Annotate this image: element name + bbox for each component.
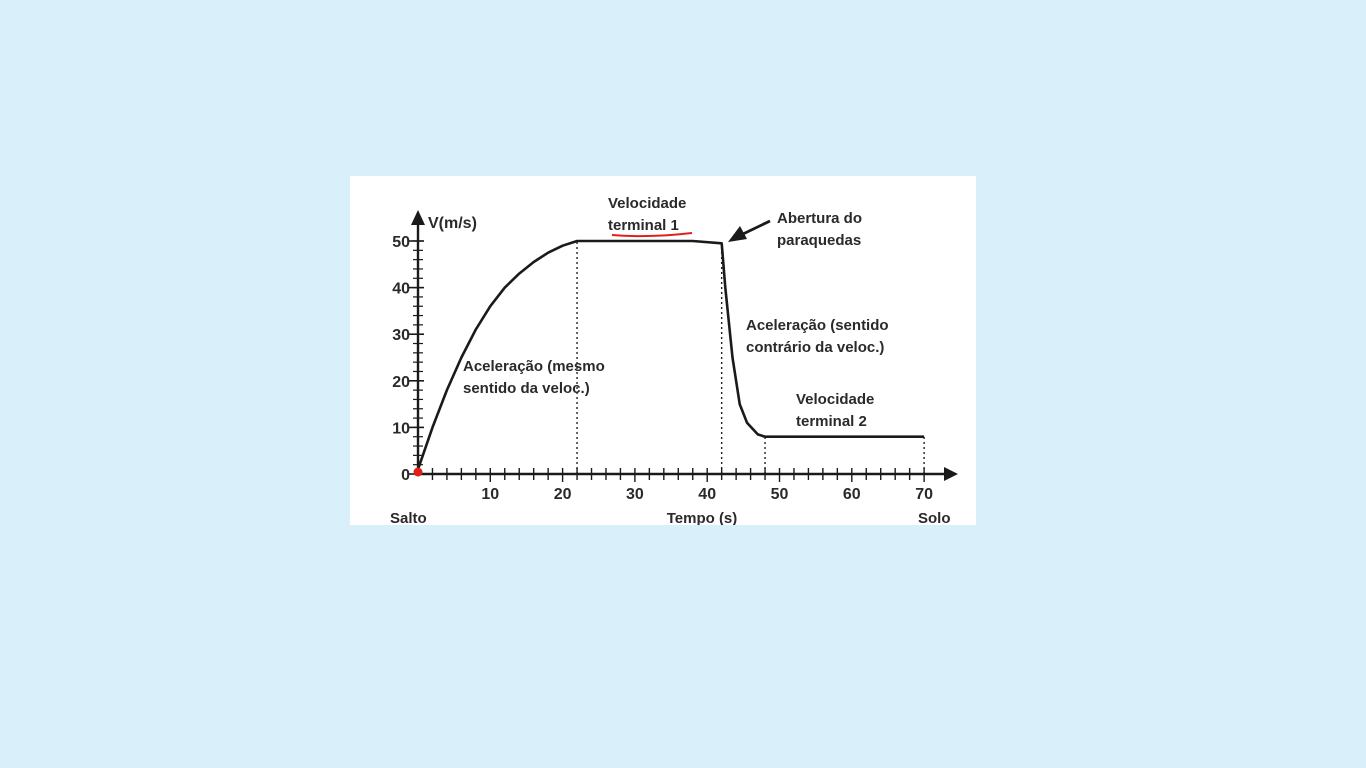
velocity-curve bbox=[416, 239, 925, 470]
x-start-label: Salto bbox=[390, 510, 427, 525]
x-axis-label: Tempo (s) bbox=[667, 510, 738, 525]
axes: V(m/s) Tempo (s) Salto Solo bbox=[390, 210, 958, 525]
ticks: 10 20 30 40 50 60 70 0 10 20 30 40 50 bbox=[392, 234, 933, 503]
x-tick-label-10: 10 bbox=[481, 486, 499, 503]
annotation-terminal-2-line-1: Velocidade bbox=[796, 391, 874, 408]
start-marker bbox=[413, 467, 423, 477]
annotation-acceleration-1-line-1: Aceleração (mesmo bbox=[463, 358, 605, 375]
y-tick-label-50: 50 bbox=[392, 234, 410, 251]
annotations: Velocidade terminal 1 Abertura do paraqueda… bbox=[463, 195, 889, 430]
velocity-time-chart: V(m/s) Tempo (s) Salto Solo 10 20 30 40 50 60 70 0… bbox=[390, 195, 958, 525]
annotation-terminal-1-line-1: Velocidade bbox=[608, 195, 686, 212]
x-tick-label-30: 30 bbox=[626, 486, 644, 503]
annotation-parachute-opening-line-1: Abertura do bbox=[777, 210, 862, 227]
annotation-parachute-opening-line-2: paraquedas bbox=[777, 232, 861, 249]
y-tick-label-20: 20 bbox=[392, 374, 410, 391]
x-end-label: Solo bbox=[918, 510, 951, 525]
y-tick-label-30: 30 bbox=[392, 327, 410, 344]
x-axis-arrow bbox=[944, 467, 958, 481]
annotation-terminal-2-line-2: terminal 2 bbox=[796, 413, 867, 430]
annotation-arrow-shaft bbox=[742, 219, 771, 236]
chart-figure: V(m/s) Tempo (s) Salto Solo 10 20 30 40 50 60 70 0… bbox=[350, 176, 976, 525]
velocity-curve-group bbox=[413, 239, 925, 477]
x-tick-label-60: 60 bbox=[843, 486, 861, 503]
annotation-arrow-head bbox=[728, 226, 747, 242]
reference-lines bbox=[576, 241, 925, 474]
y-tick-label-40: 40 bbox=[392, 281, 410, 298]
x-tick-label-50: 50 bbox=[771, 486, 789, 503]
y-axis-label: V(m/s) bbox=[428, 215, 477, 232]
annotation-acceleration-1-line-2: sentido da veloc.) bbox=[463, 380, 590, 397]
annotation-acceleration-2-line-2: contrário da veloc.) bbox=[746, 339, 884, 356]
y-tick-label-0: 0 bbox=[401, 467, 410, 484]
annotation-terminal-1-underline bbox=[611, 232, 693, 238]
annotation-terminal-1-line-2: terminal 1 bbox=[608, 217, 679, 234]
x-tick-label-20: 20 bbox=[554, 486, 572, 503]
x-tick-label-40: 40 bbox=[698, 486, 716, 503]
y-tick-label-10: 10 bbox=[392, 420, 410, 437]
x-tick-label-70: 70 bbox=[915, 486, 933, 503]
annotation-acceleration-2-line-1: Aceleração (sentido bbox=[746, 317, 889, 334]
y-axis-arrow bbox=[411, 210, 425, 225]
